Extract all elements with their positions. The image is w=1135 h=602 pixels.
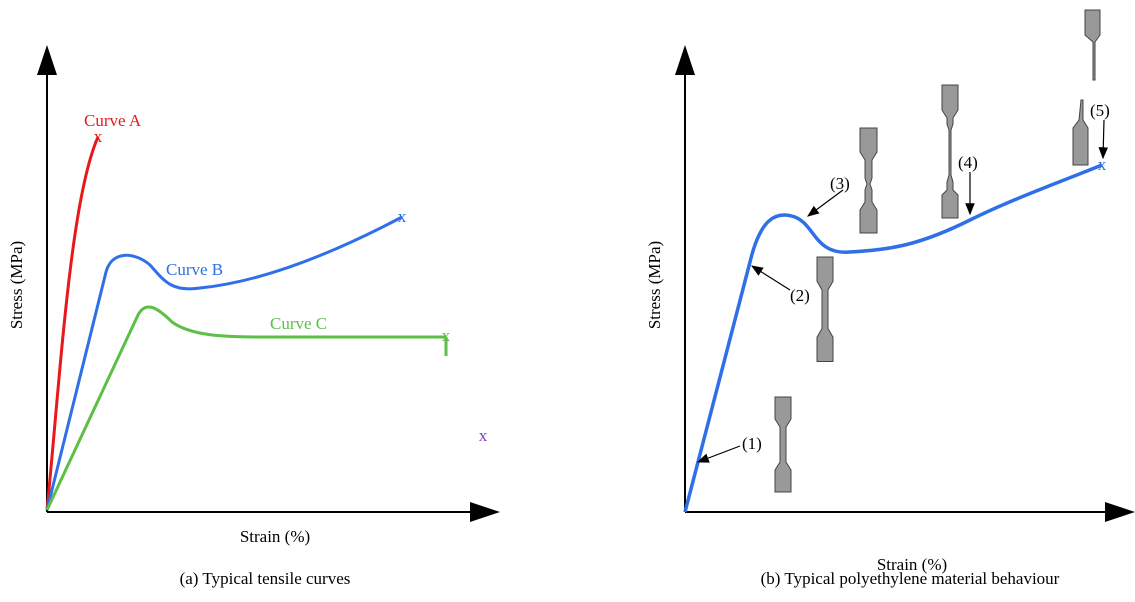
- annotation-arrow: [808, 190, 843, 216]
- x-axis-label: Strain (%): [240, 527, 310, 546]
- panel-a: Stress (MPa) Strain (%) (a) Typical tens…: [7, 45, 500, 588]
- panel-b: Stress (MPa) Strain (%) (b) Typical poly…: [645, 10, 1135, 588]
- y-axis-label: Stress (MPa): [7, 241, 26, 329]
- specimen-broken-top: [1085, 10, 1100, 80]
- specimen: [817, 257, 833, 362]
- curve-c: [47, 307, 446, 510]
- specimen: [775, 397, 791, 492]
- end-marker: x: [398, 207, 407, 226]
- annotation-arrow: [752, 266, 790, 290]
- stray-marker: x: [479, 426, 488, 445]
- caption: (a) Typical tensile curves: [180, 569, 351, 588]
- curve-label: Curve B: [166, 260, 223, 279]
- y-arrow: [37, 45, 57, 75]
- specimen-drawing: [942, 85, 958, 218]
- y-axis-label: Stress (MPa): [645, 241, 664, 329]
- caption: (b) Typical polyethylene material behavi…: [761, 569, 1060, 588]
- annotation-arrow: [1103, 120, 1104, 158]
- annotation-arrow: [698, 446, 740, 462]
- annotation: (3): [830, 174, 850, 193]
- specimen-broken-bottom: [1073, 100, 1088, 165]
- specimen-necking: [860, 128, 877, 233]
- figure: Stress (MPa) Strain (%) (a) Typical tens…: [0, 0, 1135, 597]
- y-arrow: [675, 45, 695, 75]
- end-marker: x: [1098, 155, 1107, 174]
- annotation: (5): [1090, 101, 1110, 120]
- x-arrow: [1105, 502, 1135, 522]
- annotation: (4): [958, 153, 978, 172]
- curve-label: Curve A: [84, 111, 142, 130]
- curve-b: [47, 217, 402, 510]
- pe-curve: [685, 165, 1102, 512]
- end-marker: x: [442, 326, 451, 345]
- curve-label: Curve C: [270, 314, 327, 333]
- annotation: (2): [790, 286, 810, 305]
- annotation: (1): [742, 434, 762, 453]
- x-arrow: [470, 502, 500, 522]
